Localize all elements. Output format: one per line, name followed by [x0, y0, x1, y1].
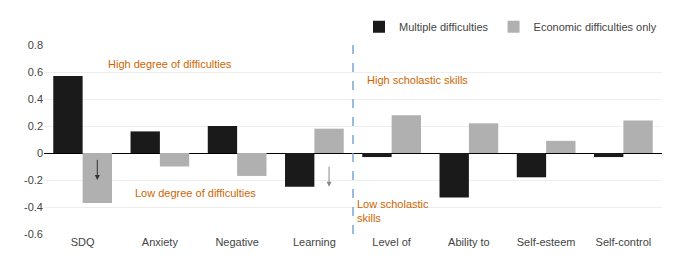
svg-text:Self-control: Self-control — [596, 236, 652, 248]
svg-text:Anxiety: Anxiety — [142, 236, 179, 248]
svg-text:Ability to: Ability to — [448, 236, 490, 248]
svg-text:Low degree of difficulties: Low degree of difficulties — [135, 187, 256, 199]
svg-text:0: 0 — [37, 147, 43, 159]
svg-text:Self-esteem: Self-esteem — [517, 236, 576, 248]
svg-text:0.2: 0.2 — [28, 120, 43, 132]
svg-text:Economic difficulties only: Economic difficulties only — [534, 21, 657, 33]
svg-text:SDQ: SDQ — [71, 236, 95, 248]
svg-text:0.8: 0.8 — [28, 39, 43, 51]
svg-text:Learning: Learning — [293, 236, 336, 248]
svg-text:High degree of difficulties: High degree of difficulties — [108, 58, 232, 70]
svg-text:-0.2: -0.2 — [24, 174, 43, 186]
svg-text:-0.4: -0.4 — [24, 201, 43, 213]
svg-text:High scholastic skills: High scholastic skills — [367, 74, 468, 86]
svg-text:Level of: Level of — [372, 236, 411, 248]
svg-text:0.4: 0.4 — [28, 93, 43, 105]
svg-text:Low scholasticskills: Low scholasticskills — [357, 198, 429, 224]
svg-text:0.6: 0.6 — [28, 66, 43, 78]
svg-text:-0.6: -0.6 — [24, 228, 43, 240]
svg-text:Negative: Negative — [215, 236, 258, 248]
svg-text:Multiple difficulties: Multiple difficulties — [399, 21, 489, 33]
